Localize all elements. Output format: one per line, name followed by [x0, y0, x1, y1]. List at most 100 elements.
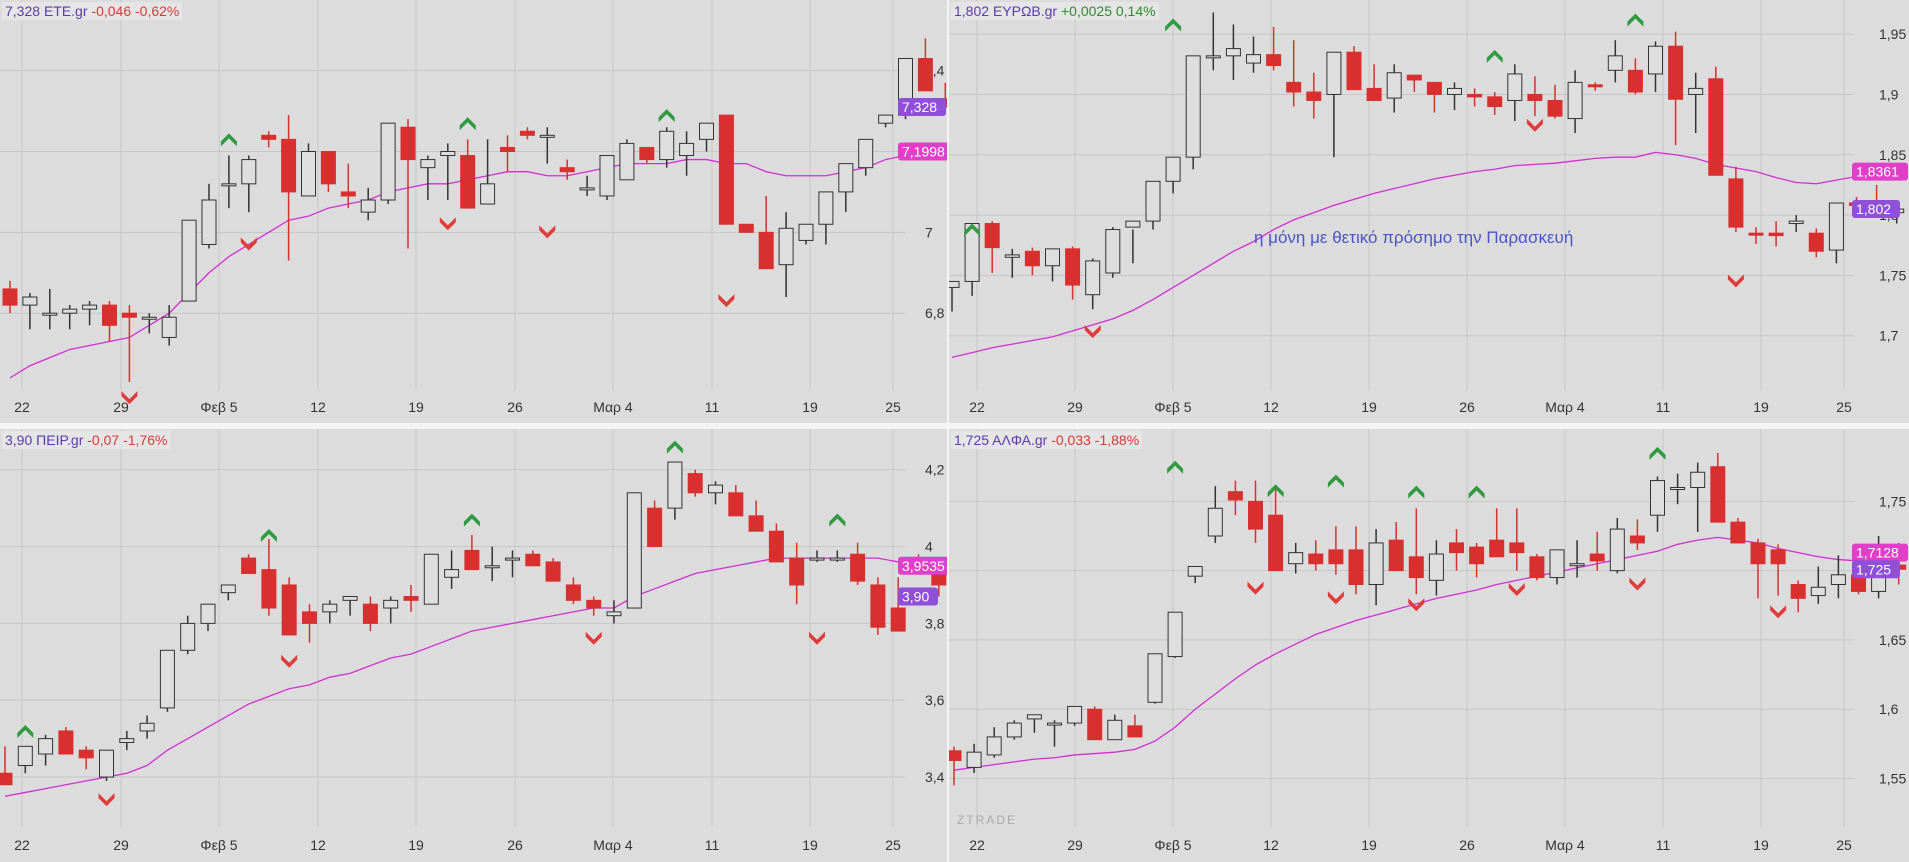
candle[interactable] — [301, 143, 316, 197]
candle[interactable] — [220, 584, 236, 601]
candle[interactable] — [444, 550, 460, 589]
candle[interactable] — [360, 187, 376, 221]
candle[interactable] — [1127, 714, 1143, 738]
candle[interactable] — [1386, 64, 1402, 113]
candle[interactable] — [870, 577, 886, 635]
candle[interactable] — [1748, 227, 1764, 245]
candle[interactable] — [1004, 248, 1020, 278]
candle[interactable] — [1810, 566, 1826, 604]
candle[interactable] — [789, 542, 805, 605]
candle[interactable] — [1428, 540, 1444, 596]
candle[interactable] — [858, 138, 874, 176]
candle[interactable] — [241, 554, 257, 574]
candle[interactable] — [1185, 55, 1201, 170]
candle[interactable] — [22, 292, 38, 330]
candle[interactable] — [181, 219, 197, 302]
candle[interactable] — [423, 553, 439, 605]
candle[interactable] — [200, 603, 216, 632]
candle[interactable] — [320, 150, 336, 192]
candle[interactable] — [718, 114, 734, 225]
candle[interactable] — [322, 600, 338, 624]
candle[interactable] — [1549, 549, 1565, 585]
candle[interactable] — [119, 730, 135, 751]
candle[interactable] — [1205, 12, 1221, 71]
candle[interactable] — [261, 538, 277, 616]
candle[interactable] — [949, 280, 960, 312]
candle[interactable] — [1788, 215, 1804, 232]
candle[interactable] — [500, 135, 515, 172]
candle[interactable] — [102, 301, 117, 342]
candle[interactable] — [647, 500, 663, 548]
candle[interactable] — [1406, 74, 1422, 93]
candle[interactable] — [1105, 227, 1121, 278]
candle[interactable] — [1306, 72, 1322, 119]
candle[interactable] — [1067, 705, 1083, 726]
candle[interactable] — [699, 122, 714, 152]
candle[interactable] — [1529, 554, 1545, 581]
candle[interactable] — [1668, 31, 1684, 146]
candle[interactable] — [917, 38, 933, 92]
candle[interactable] — [1670, 473, 1686, 505]
candle[interactable] — [850, 542, 866, 585]
candle[interactable] — [1225, 24, 1241, 80]
candle[interactable] — [460, 139, 476, 209]
candle[interactable] — [1708, 66, 1724, 176]
candle[interactable] — [708, 481, 723, 505]
candle[interactable] — [1288, 542, 1304, 574]
candle[interactable] — [1489, 508, 1505, 558]
candle[interactable] — [1690, 462, 1706, 532]
candle[interactable] — [1589, 531, 1605, 571]
candle[interactable] — [639, 146, 655, 164]
candle[interactable] — [1348, 526, 1364, 595]
candle[interactable] — [1790, 580, 1806, 613]
candle[interactable] — [619, 139, 635, 181]
candle[interactable] — [420, 155, 436, 200]
candle[interactable] — [1710, 452, 1726, 523]
candle[interactable] — [281, 115, 297, 261]
candle[interactable] — [1047, 720, 1062, 747]
candle[interactable] — [1328, 526, 1344, 575]
candle[interactable] — [1627, 58, 1643, 95]
candle[interactable] — [159, 649, 175, 712]
candle[interactable] — [1207, 486, 1223, 543]
candle[interactable] — [738, 223, 754, 233]
candle[interactable] — [728, 485, 744, 517]
candle[interactable] — [599, 155, 615, 200]
candle[interactable] — [1147, 653, 1163, 704]
candle[interactable] — [403, 584, 419, 612]
candle[interactable] — [1728, 166, 1744, 232]
candle[interactable] — [1469, 542, 1485, 578]
candle[interactable] — [1268, 487, 1284, 572]
candle[interactable] — [1808, 228, 1824, 258]
candle[interactable] — [1487, 92, 1503, 115]
candle[interactable] — [1065, 246, 1081, 300]
candle[interactable] — [2, 280, 18, 314]
candle[interactable] — [1449, 529, 1464, 571]
candle[interactable] — [221, 155, 237, 209]
candle[interactable] — [380, 122, 396, 205]
candle[interactable] — [687, 469, 703, 497]
candle[interactable] — [986, 727, 1002, 758]
candle[interactable] — [78, 746, 94, 770]
candle[interactable] — [180, 615, 196, 655]
candle[interactable] — [525, 550, 541, 567]
candle[interactable] — [798, 223, 814, 245]
candle[interactable] — [964, 223, 980, 296]
candle[interactable] — [99, 749, 114, 781]
candle[interactable] — [1609, 517, 1625, 574]
candle[interactable] — [161, 305, 177, 346]
candle[interactable] — [1547, 84, 1563, 119]
candle[interactable] — [545, 558, 561, 582]
candle[interactable] — [1087, 706, 1103, 741]
candle[interactable] — [1227, 480, 1243, 516]
candle[interactable] — [1145, 180, 1161, 230]
candle[interactable] — [838, 163, 854, 213]
candle[interactable] — [440, 143, 456, 200]
candle[interactable] — [1688, 72, 1704, 134]
candle[interactable] — [809, 550, 825, 562]
